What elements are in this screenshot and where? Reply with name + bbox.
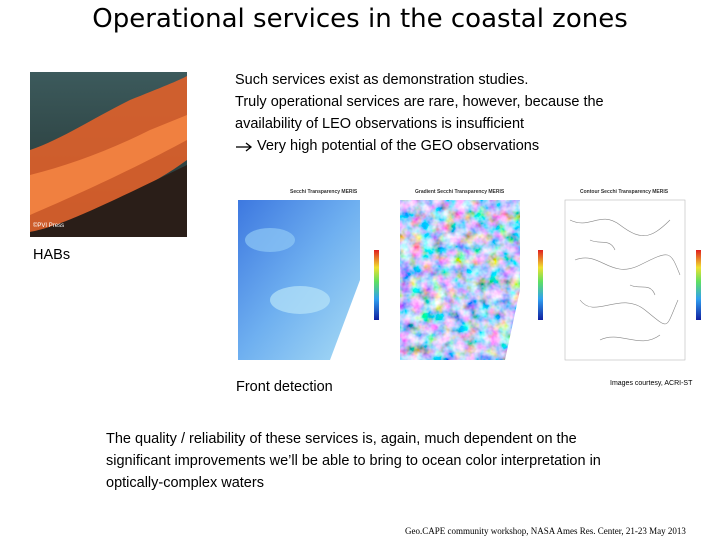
text-line: optically-complex waters: [106, 475, 264, 491]
intro-text: Such services exist as demonstration stu…: [235, 69, 604, 157]
figure-credit: Images courtesy, ACRI-ST: [610, 380, 693, 387]
slide-title: Operational services in the coastal zone…: [92, 4, 628, 34]
panel-title: Gradient Secchi Transparency MERIS: [415, 189, 505, 195]
panel-title: Contour Secchi Transparency MERIS: [580, 189, 669, 195]
map-panel: Contour Secchi Transparency MERIS: [564, 189, 701, 361]
text-line: significant improvements we’ll be able t…: [106, 453, 601, 469]
figure-caption: Front detection: [236, 379, 333, 395]
conclusion-text: The quality / reliability of these servi…: [106, 428, 601, 494]
panel-title: Secchi Transparency MERIS: [290, 189, 358, 195]
footer: Geo.CAPE community workshop, NASA Ames R…: [405, 526, 686, 536]
photo-credit: ©PVI Press: [33, 222, 64, 229]
map-panel: Gradient Secchi Transparency MERIS: [395, 185, 555, 375]
text-line: Such services exist as demonstration stu…: [235, 72, 529, 88]
photo-label: HABs: [33, 247, 71, 263]
text-line: availability of LEO observations is insu…: [235, 116, 525, 132]
text-line: Truly operational services are rare, how…: [235, 94, 604, 110]
map-panel: Secchi Transparency MERIS: [230, 185, 390, 375]
hab-photo: [30, 72, 187, 237]
text-line: Very high potential of the GEO observati…: [257, 138, 540, 154]
text-line: The quality / reliability of these servi…: [106, 431, 577, 447]
arrow-icon: [236, 142, 253, 152]
